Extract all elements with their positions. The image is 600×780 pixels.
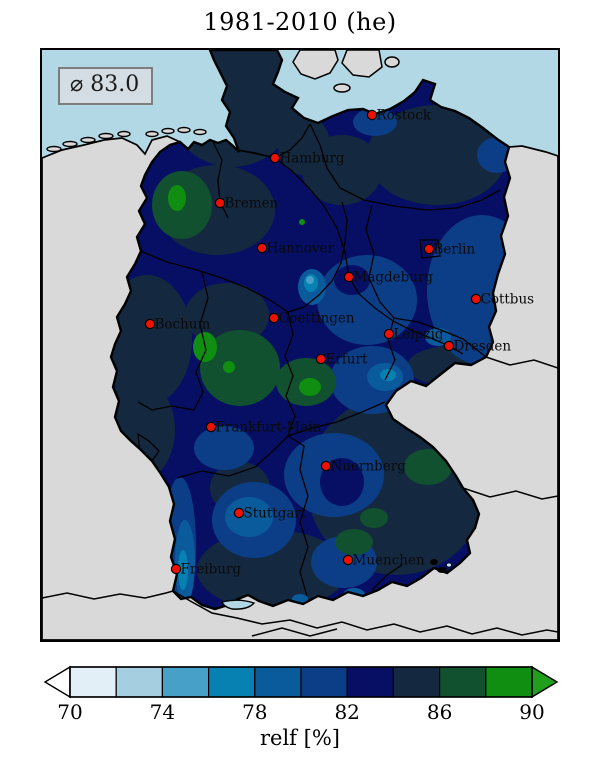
colorbar-over-arrow-icon <box>531 665 559 699</box>
city-label: Freiburg <box>181 562 242 578</box>
city-label: Rostock <box>377 108 432 124</box>
city-label: Magdeburg <box>354 270 434 286</box>
city-marker-rostock <box>366 109 378 121</box>
colorbar-tick: 70 <box>57 700 83 724</box>
colorbar-tick: 82 <box>334 700 360 724</box>
average-value-box: ⌀ 83.0 <box>58 67 154 105</box>
germany-map: Rostock Hamburg Bremen Hannover BerlinMagdeb… <box>42 50 558 640</box>
city-label: Frankfurt-Main <box>216 420 322 436</box>
city-label: Hannover <box>267 241 335 257</box>
city-label: Erfurt <box>326 352 368 368</box>
city-marker-goettingen <box>268 312 280 324</box>
city-marker-freiburg <box>170 563 182 575</box>
colorbar-tick: 90 <box>519 700 545 724</box>
colorbar-segment <box>485 666 533 698</box>
city-marker-berlin <box>423 243 435 255</box>
colorbar-tick: 86 <box>426 700 453 724</box>
germany-border <box>109 50 512 611</box>
map-panel: Rostock Hamburg Bremen Hannover Berlin Magdeb… <box>40 48 560 642</box>
colorbar-segment <box>161 666 210 698</box>
city-marker-muenchen <box>342 554 354 566</box>
colorbar-ticks: 70 74 78 82 86 90 <box>40 700 560 724</box>
colorbar <box>43 665 559 699</box>
colorbar-segment <box>439 666 487 698</box>
page-title: 1981-2010 (he) <box>203 8 397 36</box>
city-label: Bremen <box>225 196 279 212</box>
city-marker-bremen <box>214 197 226 209</box>
colorbar-frame <box>69 666 533 698</box>
city-marker-hannover <box>256 242 268 254</box>
city-label: Goettingen <box>279 311 355 327</box>
city-label: Stuttgart <box>244 506 307 522</box>
city-marker-nuernberg <box>320 460 332 472</box>
colorbar-tick: 74 <box>149 700 176 724</box>
city-marker-bochum <box>144 318 156 330</box>
city-marker-leipzig <box>383 328 395 340</box>
colorbar-segment <box>115 666 163 698</box>
alpine-lakes <box>221 559 452 610</box>
city-markers: Rostock Hamburg Bremen Hannover BerlinMagdeb… <box>144 108 535 578</box>
city-label: Leipzig <box>394 327 444 343</box>
colorbar-segment <box>392 666 441 698</box>
city-marker-magdeburg <box>343 271 355 283</box>
city-marker-erfurt <box>315 353 327 365</box>
colorbar-tick: 78 <box>242 700 268 724</box>
city-marker-hamburg <box>269 152 281 164</box>
colorbar-under-arrow-icon <box>43 665 71 699</box>
city-label: Berlin <box>434 242 476 258</box>
city-label: Cottbus <box>481 292 535 308</box>
frisian-islands <box>46 126 207 153</box>
city-label: Bochum <box>155 317 211 333</box>
colorbar-segment <box>69 666 117 698</box>
colorbar-segment <box>346 666 395 698</box>
colorbar-segment <box>208 666 256 698</box>
city-marker-frankfurt-main <box>205 421 217 433</box>
city-label: Dresden <box>454 339 512 355</box>
city-label: Hamburg <box>280 151 345 167</box>
city-marker-dresden <box>443 340 455 352</box>
city-marker-stuttgart <box>233 507 245 519</box>
city-marker-cottbus <box>470 293 482 305</box>
denmark-islands <box>292 50 400 93</box>
colorbar-segment <box>300 666 348 698</box>
city-label: Nuernberg <box>331 459 407 475</box>
city-label: Muenchen <box>353 553 425 569</box>
colorbar-segment <box>254 666 302 698</box>
foreign-borders <box>42 356 558 637</box>
colorbar-label: relf [%] <box>260 726 340 750</box>
